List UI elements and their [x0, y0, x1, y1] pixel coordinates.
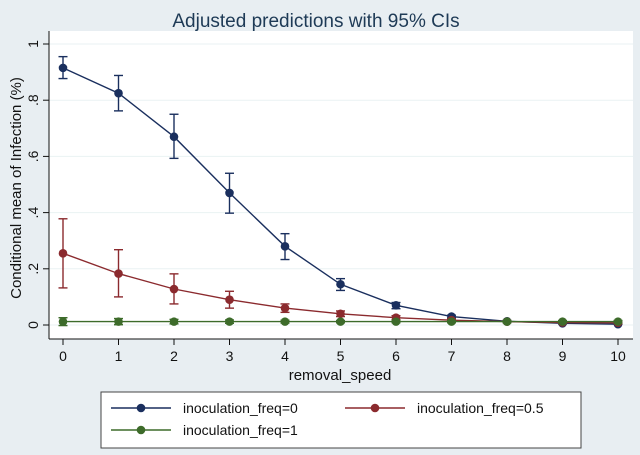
data-point — [58, 249, 68, 258]
y-axis-label: Conditional mean of Infection (%) — [8, 77, 25, 299]
x-tick-label: 6 — [392, 348, 400, 364]
data-point — [169, 284, 179, 294]
x-tick-label: 2 — [170, 348, 178, 364]
legend-label: inoculation_freq=1 — [183, 422, 298, 438]
x-axis-label: removal_speed — [289, 367, 392, 384]
legend-label: inoculation_freq=0.5 — [417, 400, 544, 416]
data-point — [280, 303, 290, 313]
y-tick-label: .6 — [25, 150, 41, 162]
data-point — [391, 301, 401, 310]
data-point — [558, 317, 567, 326]
x-tick-label: 10 — [610, 348, 626, 364]
x-tick-label: 7 — [448, 348, 456, 364]
data-point — [613, 317, 623, 326]
data-point — [280, 242, 290, 251]
data-point — [447, 317, 456, 326]
y-tick-label: 1 — [25, 40, 41, 48]
series-layer — [58, 55, 623, 329]
y-tick-label: .8 — [25, 94, 41, 106]
x-tick-label: 0 — [59, 348, 67, 364]
data-point — [336, 279, 345, 289]
legend-marker — [370, 403, 380, 413]
grid-lines — [49, 43, 633, 326]
legend-box — [100, 391, 582, 449]
legend: inoculation_freq=0 inoculation_freq=0.5in… — [100, 391, 582, 449]
y-tick-label: .2 — [25, 263, 41, 275]
data-point — [58, 317, 68, 326]
data-point — [114, 269, 123, 278]
chart-title: Adjusted predictions with 95% CIs — [172, 11, 459, 32]
legend-marker — [136, 403, 146, 413]
data-point — [225, 295, 234, 305]
y-tick-label: 0 — [25, 321, 41, 329]
data-point — [114, 317, 123, 326]
x-tick-label: 3 — [226, 348, 234, 364]
legend-marker — [136, 425, 146, 435]
data-point — [114, 88, 123, 98]
data-point — [280, 317, 290, 326]
data-point — [336, 317, 345, 326]
x-tick-label: 4 — [281, 348, 289, 364]
data-point — [58, 63, 68, 73]
data-point — [502, 317, 512, 326]
data-point — [336, 309, 345, 319]
x-tick-label: 9 — [559, 348, 567, 364]
series-group — [58, 316, 623, 327]
y-tick-label: .4 — [25, 207, 41, 219]
data-point — [391, 317, 401, 326]
data-point — [225, 317, 234, 326]
data-point — [169, 317, 179, 326]
data-point — [225, 188, 234, 198]
legend-label: inoculation_freq=0 — [183, 400, 298, 416]
x-tick-label: 8 — [503, 348, 511, 364]
x-tick-label: 5 — [337, 348, 345, 364]
data-point — [169, 132, 179, 142]
plot-area — [49, 31, 633, 339]
axes: 0.2.4.6.810 1 2 3 4 5 6 7 8 9 10 — [25, 31, 633, 364]
x-tick-label: 1 — [115, 348, 123, 364]
